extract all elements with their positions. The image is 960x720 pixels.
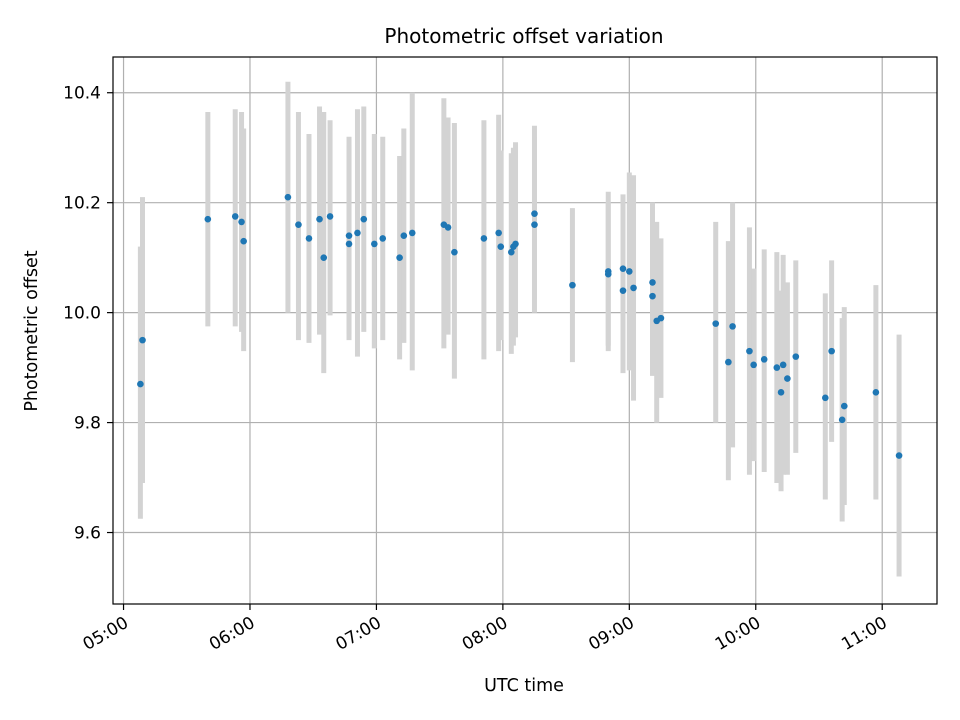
- data-points: [137, 193, 903, 459]
- y-tick-label: 10.2: [63, 194, 101, 214]
- y-tick-label: 9.6: [74, 524, 101, 544]
- data-point: [305, 235, 313, 242]
- data-point: [137, 380, 144, 388]
- data-point: [531, 221, 538, 228]
- data-point: [725, 358, 732, 366]
- x-tick-label: 06:00: [206, 613, 258, 655]
- x-tick-label: 07:00: [332, 613, 384, 655]
- data-point: [240, 237, 247, 245]
- data-point: [649, 292, 656, 300]
- data-point: [619, 287, 627, 294]
- data-point: [400, 232, 408, 239]
- data-point: [408, 229, 416, 237]
- data-point: [649, 279, 656, 286]
- data-point: [284, 193, 292, 201]
- data-point: [626, 268, 633, 275]
- data-point: [729, 323, 736, 330]
- data-point: [139, 336, 146, 344]
- error-bars: [137, 81, 902, 577]
- data-point: [569, 281, 576, 289]
- y-tick-label: 10.4: [63, 84, 101, 104]
- data-point: [828, 347, 835, 355]
- x-tick-label: 10:00: [712, 613, 764, 655]
- data-point: [895, 452, 903, 459]
- data-point: [838, 416, 846, 424]
- data-point: [444, 224, 452, 231]
- data-point: [396, 254, 403, 261]
- x-tick-label: 05:00: [80, 613, 132, 655]
- data-point: [371, 240, 378, 248]
- data-point: [773, 364, 781, 371]
- data-point: [354, 229, 361, 237]
- data-point: [872, 389, 880, 396]
- chart-title: Photometric offset variation: [384, 24, 663, 48]
- data-point: [657, 314, 665, 322]
- data-point: [619, 265, 627, 272]
- data-point: [630, 284, 637, 292]
- data-point: [712, 320, 720, 327]
- data-point: [320, 254, 328, 261]
- data-point: [777, 389, 785, 396]
- y-tick-label: 9.8: [74, 414, 101, 434]
- data-point: [750, 361, 757, 369]
- x-tick-label: 08:00: [459, 613, 511, 655]
- data-point: [480, 235, 488, 242]
- data-point: [784, 375, 791, 382]
- plot-frame: [112, 56, 938, 605]
- x-tick-label: 11:00: [838, 613, 890, 655]
- data-point: [360, 215, 368, 223]
- data-point: [531, 210, 538, 217]
- data-point: [345, 232, 353, 239]
- data-point: [231, 213, 239, 220]
- data-point: [792, 353, 800, 360]
- y-axis-label: Photometric offset: [22, 250, 42, 411]
- data-point: [497, 243, 505, 250]
- data-point: [495, 229, 502, 237]
- data-point: [822, 394, 829, 402]
- data-point: [746, 347, 753, 355]
- data-point: [326, 213, 334, 220]
- data-point: [508, 248, 515, 256]
- data-point: [204, 215, 212, 223]
- data-point: [295, 221, 302, 228]
- data-point: [345, 240, 353, 248]
- x-tick-label: 09:00: [585, 613, 637, 655]
- y-tick-label: 10.0: [63, 304, 101, 324]
- data-point: [840, 402, 848, 410]
- data-point: [760, 356, 768, 363]
- data-point: [379, 235, 387, 242]
- x-axis-label: UTC time: [484, 676, 564, 696]
- data-point: [779, 361, 787, 369]
- data-point: [512, 240, 519, 248]
- data-point: [451, 248, 458, 256]
- data-point: [604, 270, 612, 278]
- data-point: [316, 215, 323, 223]
- data-point: [238, 218, 245, 226]
